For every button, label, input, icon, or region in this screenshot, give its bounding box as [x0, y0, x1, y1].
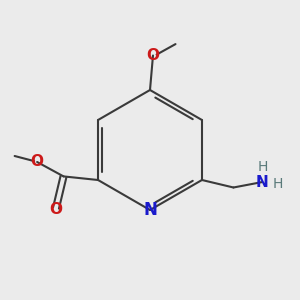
Text: O: O — [146, 48, 160, 63]
Text: N: N — [143, 201, 157, 219]
Text: O: O — [31, 154, 44, 169]
Text: O: O — [50, 202, 62, 217]
Text: H: H — [272, 177, 283, 190]
Text: N: N — [256, 175, 268, 190]
Text: H: H — [258, 160, 268, 173]
